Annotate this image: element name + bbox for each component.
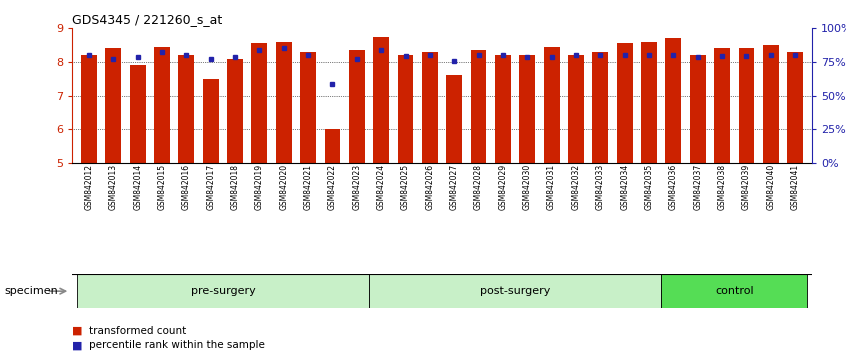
- Bar: [77, 274, 369, 308]
- Bar: [641, 42, 657, 163]
- Bar: [203, 79, 218, 163]
- Bar: [666, 39, 681, 163]
- Bar: [544, 47, 559, 163]
- Text: GDS4345 / 221260_s_at: GDS4345 / 221260_s_at: [72, 13, 222, 26]
- Bar: [689, 55, 706, 163]
- Bar: [470, 50, 486, 163]
- Bar: [325, 129, 340, 163]
- Bar: [398, 55, 414, 163]
- Bar: [714, 48, 730, 163]
- Text: specimen: specimen: [4, 286, 58, 296]
- Bar: [787, 52, 803, 163]
- Text: control: control: [715, 286, 754, 296]
- Bar: [495, 55, 511, 163]
- Text: ■: ■: [72, 340, 82, 350]
- Bar: [519, 55, 536, 163]
- Bar: [422, 52, 437, 163]
- Bar: [179, 55, 195, 163]
- Bar: [373, 37, 389, 163]
- Bar: [300, 52, 316, 163]
- Bar: [81, 55, 97, 163]
- Bar: [617, 44, 633, 163]
- Bar: [276, 42, 292, 163]
- Bar: [106, 48, 121, 163]
- Bar: [447, 75, 462, 163]
- Bar: [592, 52, 608, 163]
- Bar: [568, 55, 584, 163]
- Bar: [129, 65, 146, 163]
- Text: post-surgery: post-surgery: [480, 286, 550, 296]
- Bar: [763, 45, 778, 163]
- Bar: [349, 50, 365, 163]
- Bar: [369, 274, 662, 308]
- Bar: [154, 47, 170, 163]
- Bar: [739, 48, 755, 163]
- Text: transformed count: transformed count: [89, 326, 186, 336]
- Text: percentile rank within the sample: percentile rank within the sample: [89, 340, 265, 350]
- Bar: [227, 59, 243, 163]
- Text: ■: ■: [72, 326, 82, 336]
- Bar: [662, 274, 807, 308]
- Bar: [251, 44, 267, 163]
- Text: pre-surgery: pre-surgery: [190, 286, 255, 296]
